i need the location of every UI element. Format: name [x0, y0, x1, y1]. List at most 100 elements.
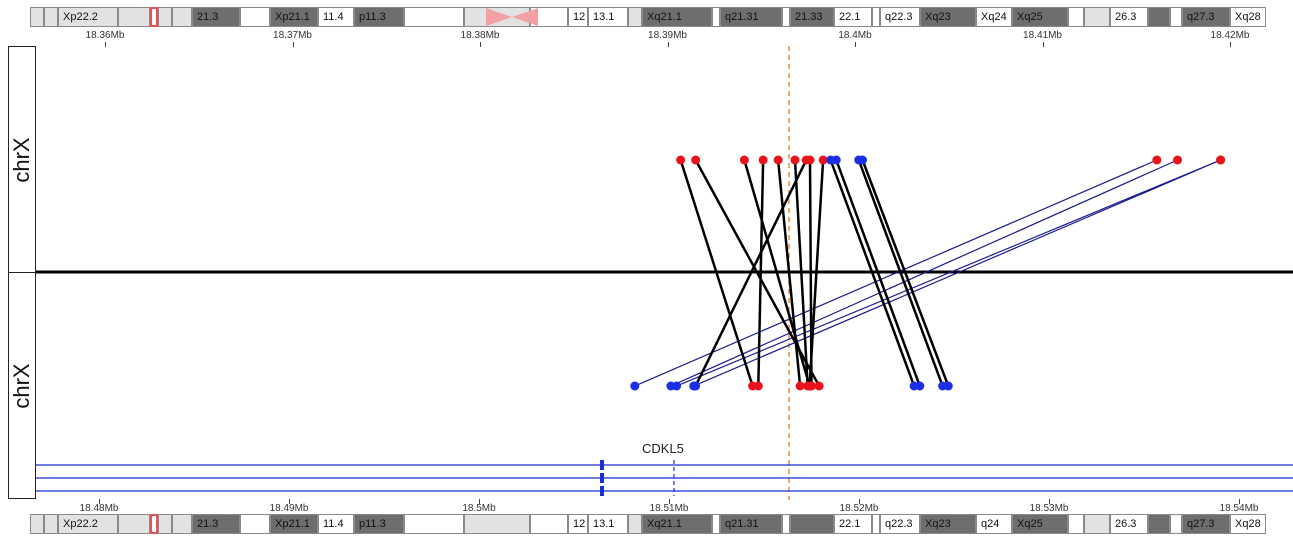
ideogram-bottom-band-2: Xp22.2 [58, 514, 118, 534]
ruler-bottom-tick-mark [479, 499, 480, 504]
ideogram-bottom-band-29 [1068, 514, 1084, 534]
ideogram-top-band-17 [628, 7, 642, 27]
link-black-5 [793, 159, 809, 387]
ideogram-top-band-2: Xp22.2 [58, 7, 118, 27]
bottom-breakpoint-blue-5 [630, 381, 640, 391]
ruler-top-tick-label: 18.4Mb [838, 30, 872, 41]
link-black-11 [861, 159, 950, 387]
ideogram-bottom-band-27: q24 [976, 514, 1012, 534]
ruler-top-tick-mark [292, 42, 294, 47]
ideogram-bottom-band-25: q22.3 [880, 514, 920, 534]
ideogram-bottom-band-17 [628, 514, 642, 534]
ideogram-bottom-band-8 [240, 514, 270, 534]
ideogram-top-band-6 [172, 7, 192, 27]
ideogram-bottom-band-19 [712, 514, 720, 534]
top-breakpoint-red-7 [805, 155, 815, 165]
ideogram-top-centromere-right [512, 8, 538, 26]
ideogram-top-band-28: Xq25 [1012, 7, 1068, 27]
ideogram-top-band-18: Xq21.1 [642, 7, 712, 27]
ideogram-bottom-band-20: q21.31 [720, 514, 782, 534]
ruler-bottom-tick-mark [669, 499, 670, 504]
top-breakpoint-red-8 [818, 155, 828, 165]
ideogram-bottom-band-9: Xp21.1 [270, 514, 318, 534]
ruler-top-tick-label: 18.38Mb [460, 30, 500, 41]
ideogram-top-band-33 [1170, 7, 1182, 27]
ideogram-bottom-band-15: 12 [568, 514, 588, 534]
ruler-top-tick-mark [105, 42, 106, 47]
ideogram-top-band-15: 12 [568, 7, 588, 27]
ideogram-top-band-35: Xq28 [1230, 7, 1266, 27]
link-black-6 [694, 159, 808, 387]
bottom-breakpoint-blue-8 [689, 381, 699, 391]
ideogram-bottom-band-6 [172, 514, 192, 534]
link-black-2 [743, 159, 811, 387]
top-breakpoint-red-9 [1152, 155, 1162, 165]
ruler-top-tick-mark [480, 42, 481, 47]
transcript-exon-2 [600, 486, 604, 496]
ideogram-top-band-12 [404, 7, 464, 27]
bottom-breakpoint-red-4 [795, 381, 805, 391]
ideogram-top-band-23: 22.1 [834, 7, 872, 27]
ruler-bottom-tick-label: 18.51Mb [649, 503, 689, 514]
ruler-bottom-tick-label: 18.54Mb [1219, 503, 1259, 514]
bottom-breakpoint-red-1 [814, 381, 824, 391]
ideogram-top-band-4 [150, 7, 158, 27]
ideogram-bottom-band-10: 11.4 [318, 514, 354, 534]
ideogram-top-band-11: p11.3 [354, 7, 404, 27]
ideogram-bottom-band-11: p11.3 [354, 514, 404, 534]
chromosome-ideogram-bottom: Xp22.2 21.3 Xp21.1 11.4 p11.3 12 13.1 Xq21.1 q21… [0, 514, 1293, 536]
track-label-top: chrX [8, 46, 36, 273]
ruler-bottom-tick-mark [99, 499, 100, 504]
ideogram-top-band-9: Xp21.1 [270, 7, 318, 27]
ideogram-bottom-band-33 [1170, 514, 1182, 534]
link-black-12 [829, 159, 916, 387]
link-navy-2 [676, 159, 1221, 387]
ideogram-top-band-16: 13.1 [588, 7, 628, 27]
ideogram-bottom-band-21 [782, 514, 790, 534]
gene-label-cdkl5[interactable]: CDKL5 [642, 441, 684, 456]
ideogram-top-band-27: Xq24 [976, 7, 1012, 27]
ideogram-top-band-21 [782, 7, 790, 27]
ideogram-top-band-7: 21.3 [192, 7, 240, 27]
ideogram-bottom-band-31: 26.3 [1110, 514, 1148, 534]
ruler-bottom-tick-label: 18.52Mb [839, 503, 879, 514]
ideogram-bottom-band-1 [44, 514, 58, 534]
ideogram-top-band-10: 11.4 [318, 7, 354, 27]
ruler-bottom-tick-mark [1239, 499, 1240, 504]
ruler-top-tick-mark [1230, 42, 1231, 47]
ideogram-top-band-20: q21.31 [720, 7, 782, 27]
link-black-10 [857, 159, 944, 387]
ideogram-bottom-band-23: 22.1 [834, 514, 872, 534]
link-navy-1 [670, 159, 1178, 387]
bottom-breakpoint-blue-3 [943, 381, 953, 391]
ideogram-bottom-band-16: 13.1 [588, 514, 628, 534]
ruler-top-tick-label: 18.39Mb [648, 30, 687, 41]
ruler-bottom-tick-label: 18.5Mb [462, 503, 496, 514]
top-breakpoint-red-3 [758, 155, 768, 165]
link-black-0 [679, 159, 754, 387]
top-breakpoint-red-4 [773, 155, 783, 165]
genome-ruler-bottom: 18.48Mb 18.49Mb 18.5Mb 18.51Mb 18.52Mb 18.53M… [0, 499, 1293, 524]
ruler-bottom-tick-mark [859, 499, 860, 504]
ideogram-top-band-22: 21.33 [790, 7, 834, 27]
ideogram-top-band-30 [1084, 7, 1110, 27]
genome-ruler-top: 18.36Mb 18.37Mb 18.38Mb 18.39Mb 18.4Mb 18.41M… [0, 28, 1293, 52]
link-navy-3 [693, 159, 1221, 387]
ideogram-bottom-band-35: Xq28 [1230, 514, 1266, 534]
link-black-3 [757, 159, 765, 387]
ideogram-top-band-25: q22.3 [880, 7, 920, 27]
chromosome-ideogram-top: Xp22.2 21.3 Xp21.1 11.4 p11.3 12 13.1 Xq21.1 q21… [0, 7, 1293, 29]
ruler-top-tick-label: 18.41Mb [1023, 30, 1062, 41]
ideogram-top-band-31: 26.3 [1110, 7, 1148, 27]
top-breakpoint-red-10 [1173, 155, 1182, 165]
ruler-bottom-tick-label: 18.53Mb [1029, 503, 1069, 514]
ideogram-bottom-band-22 [790, 514, 834, 534]
ideogram-top-centromere-left [486, 8, 512, 26]
ideogram-bottom-band-12 [404, 514, 464, 534]
ideogram-top-band-3 [118, 7, 150, 27]
top-breakpoint-blue-3 [826, 155, 836, 165]
transcript-exon-0 [600, 460, 604, 470]
top-breakpoint-red-0 [676, 155, 686, 165]
top-breakpoint-blue-2 [858, 155, 867, 165]
transcript-exon-1 [600, 473, 604, 483]
